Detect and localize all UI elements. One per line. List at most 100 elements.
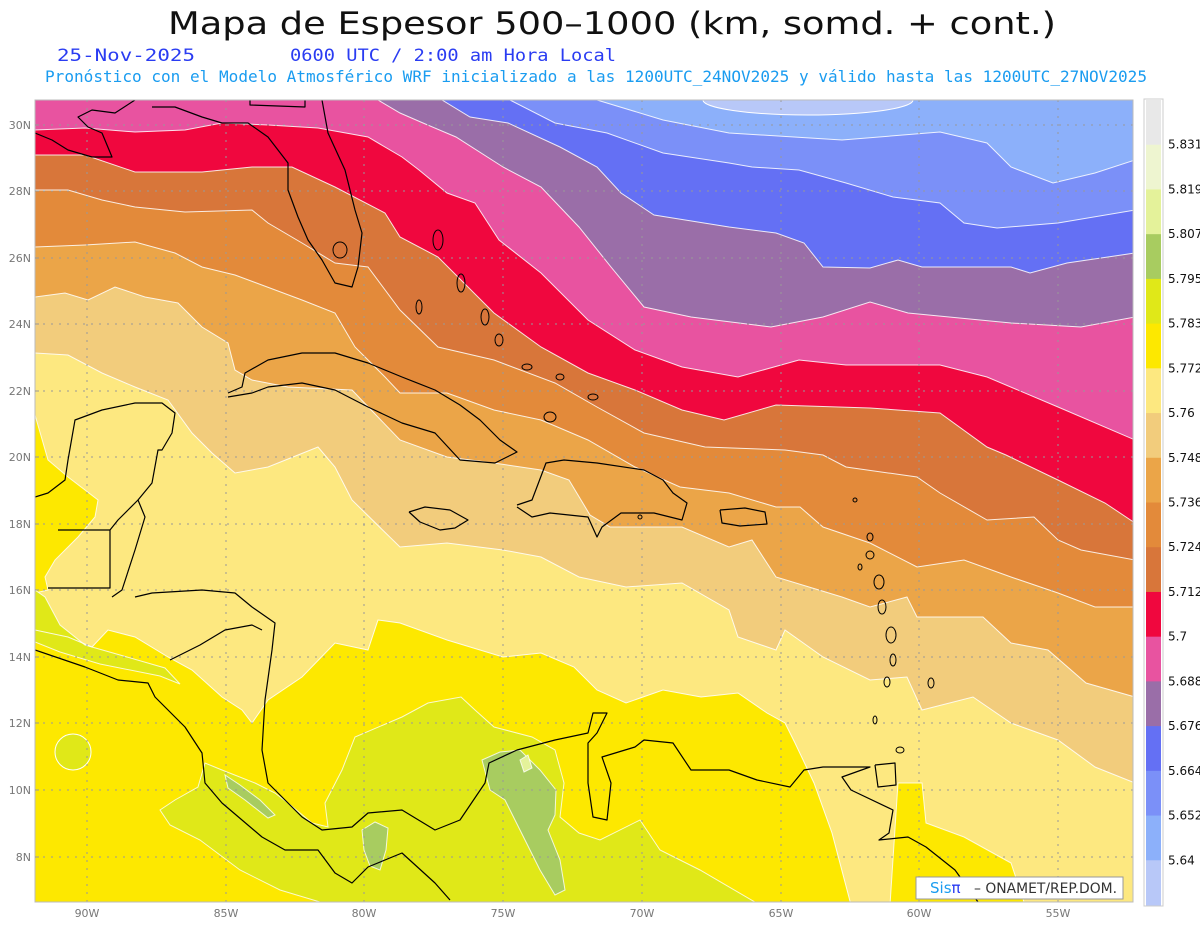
lat-tick-label: 12N bbox=[9, 717, 31, 730]
colorbar-label: 5.7 bbox=[1168, 630, 1187, 644]
lat-tick-label: 16N bbox=[9, 584, 31, 597]
island-coastline bbox=[555, 373, 565, 381]
shaded-thickness-bands bbox=[35, 100, 1133, 902]
colorbar-label: 5.688 bbox=[1168, 674, 1200, 688]
colorbar-swatch bbox=[1146, 323, 1161, 369]
jamaica-coastline bbox=[408, 506, 469, 531]
island-coastline bbox=[415, 299, 423, 315]
island-coastline bbox=[885, 626, 897, 644]
map-area[interactable] bbox=[35, 85, 1135, 905]
colorbar-label: 5.807 bbox=[1168, 227, 1200, 241]
contour-line bbox=[35, 352, 1133, 783]
island-coastline bbox=[927, 677, 935, 689]
lat-tick-label: 24N bbox=[9, 318, 31, 331]
colorbar-label: 5.64 bbox=[1168, 853, 1195, 867]
island-coastline bbox=[865, 550, 875, 560]
band-5.772-5.783 bbox=[35, 100, 851, 902]
latitude-tick-labels: 30N 28N 26N 24N 22N 20N 18N 16N 14N 12N 10N 8N bbox=[9, 119, 39, 864]
colorbar-label: 5.652 bbox=[1168, 809, 1200, 823]
lon-tick-label: 60W bbox=[907, 907, 932, 920]
lat-tick-label: 20N bbox=[9, 451, 31, 464]
island-coastline bbox=[852, 497, 858, 503]
lat-tick-label: 18N bbox=[9, 518, 31, 531]
band-below-5.64 bbox=[702, 100, 914, 116]
map-title: Mapa de Espesor 500–1000 (km, somd. + co… bbox=[168, 6, 1056, 42]
colorbar-swatch bbox=[1146, 591, 1161, 638]
contour-line bbox=[35, 241, 1133, 608]
colorbar-label: 5.783 bbox=[1168, 317, 1200, 331]
lon-tick-label: 55W bbox=[1046, 907, 1071, 920]
contour-line bbox=[35, 286, 1133, 697]
island-coastline bbox=[895, 746, 905, 754]
colorbar-swatch bbox=[1146, 502, 1161, 548]
coastlines bbox=[35, 100, 979, 902]
island-coastline bbox=[456, 273, 466, 293]
colorbar-swatch bbox=[1146, 457, 1161, 503]
band-5.783-5.795-west bbox=[35, 589, 181, 685]
colorbar-label: 5.76 bbox=[1168, 406, 1195, 420]
yucatan-coastline bbox=[35, 402, 176, 598]
map-frame bbox=[34, 99, 1134, 903]
band-5.795-5.807-panama bbox=[361, 821, 389, 871]
island-coastline bbox=[883, 676, 891, 688]
contour-line bbox=[35, 619, 851, 902]
lon-tick-label: 85W bbox=[214, 907, 239, 920]
colorbar-label: 5.712 bbox=[1168, 585, 1200, 599]
sispi-logo: Sisπ bbox=[930, 879, 961, 897]
colorbar-swatch bbox=[1146, 681, 1161, 727]
island-coastline bbox=[521, 363, 533, 371]
colorbar-label: 5.772 bbox=[1168, 361, 1200, 375]
honduras-nicaragua-border-coastline bbox=[169, 624, 263, 661]
model-run-subtitle: Pronóstico con el Modelo Atmosférico WRF… bbox=[45, 67, 1147, 86]
colorbar-swatch bbox=[1146, 144, 1161, 190]
lon-tick-label: 75W bbox=[491, 907, 516, 920]
lat-tick-label: 10N bbox=[9, 784, 31, 797]
guatemala-border-coastline bbox=[48, 529, 111, 589]
longitude-tick-labels: 90W 85W 80W 75W 70W 65W 60W 55W bbox=[75, 907, 1071, 920]
contour-line bbox=[596, 100, 1133, 184]
band-5.795-5.807-costarica bbox=[224, 773, 276, 819]
lat-tick-label: 28N bbox=[9, 185, 31, 198]
central-america-caribbean-coastline bbox=[134, 589, 979, 902]
lat-tick-label: 22N bbox=[9, 385, 31, 398]
colorbar-swatch bbox=[1146, 413, 1161, 459]
colorbar-label: 5.795 bbox=[1168, 272, 1200, 286]
lon-tick-label: 70W bbox=[630, 907, 655, 920]
contour-lines bbox=[35, 100, 1133, 902]
lat-tick-label: 26N bbox=[9, 252, 31, 265]
florida-coast-coastline bbox=[152, 100, 363, 288]
contour-line bbox=[509, 100, 1133, 229]
yellow-lobe-gulf bbox=[35, 414, 99, 594]
island-coastline bbox=[889, 653, 897, 667]
colorbar-swatch bbox=[1146, 368, 1161, 414]
colorbar: 5.831 5.819 5.807 5.795 5.783 5.772 5.76 5.748 5… bbox=[1143, 98, 1200, 907]
colorbar-swatch bbox=[1146, 100, 1161, 146]
band-5.783-5.795 bbox=[159, 696, 756, 902]
belize-border-coastline bbox=[109, 499, 139, 531]
central-america-pacific-coastline bbox=[35, 649, 451, 901]
puerto-rico-coastline bbox=[719, 507, 768, 527]
colorbar-swatch bbox=[1146, 278, 1161, 325]
colorbar-swatch bbox=[1146, 815, 1161, 861]
colorbar-swatch bbox=[1146, 547, 1161, 593]
island-coastline bbox=[866, 532, 874, 542]
forecast-time: 0600 UTC / 2:00 am Hora Local bbox=[290, 46, 616, 66]
colorbar-label: 5.724 bbox=[1168, 540, 1200, 554]
forecast-date: 25-Nov-2025 bbox=[57, 46, 195, 66]
colorbar-swatch bbox=[1146, 189, 1161, 235]
lat-tick-label: 14N bbox=[9, 651, 31, 664]
lon-tick-label: 65W bbox=[769, 907, 794, 920]
lon-tick-label: 90W bbox=[75, 907, 100, 920]
colorbar-swatch bbox=[1146, 860, 1161, 906]
island-coastline bbox=[432, 229, 444, 251]
lat-tick-label: 30N bbox=[9, 119, 31, 132]
colorbar-swatch bbox=[1146, 636, 1161, 682]
colorbar-label: 5.676 bbox=[1168, 719, 1200, 733]
contour-line bbox=[35, 154, 1133, 523]
contour-line bbox=[441, 100, 1133, 274]
colorbar-swatch bbox=[1146, 726, 1161, 772]
colorbar-label: 5.748 bbox=[1168, 451, 1200, 465]
island-coastline bbox=[480, 308, 490, 326]
island-coastline bbox=[637, 514, 643, 520]
